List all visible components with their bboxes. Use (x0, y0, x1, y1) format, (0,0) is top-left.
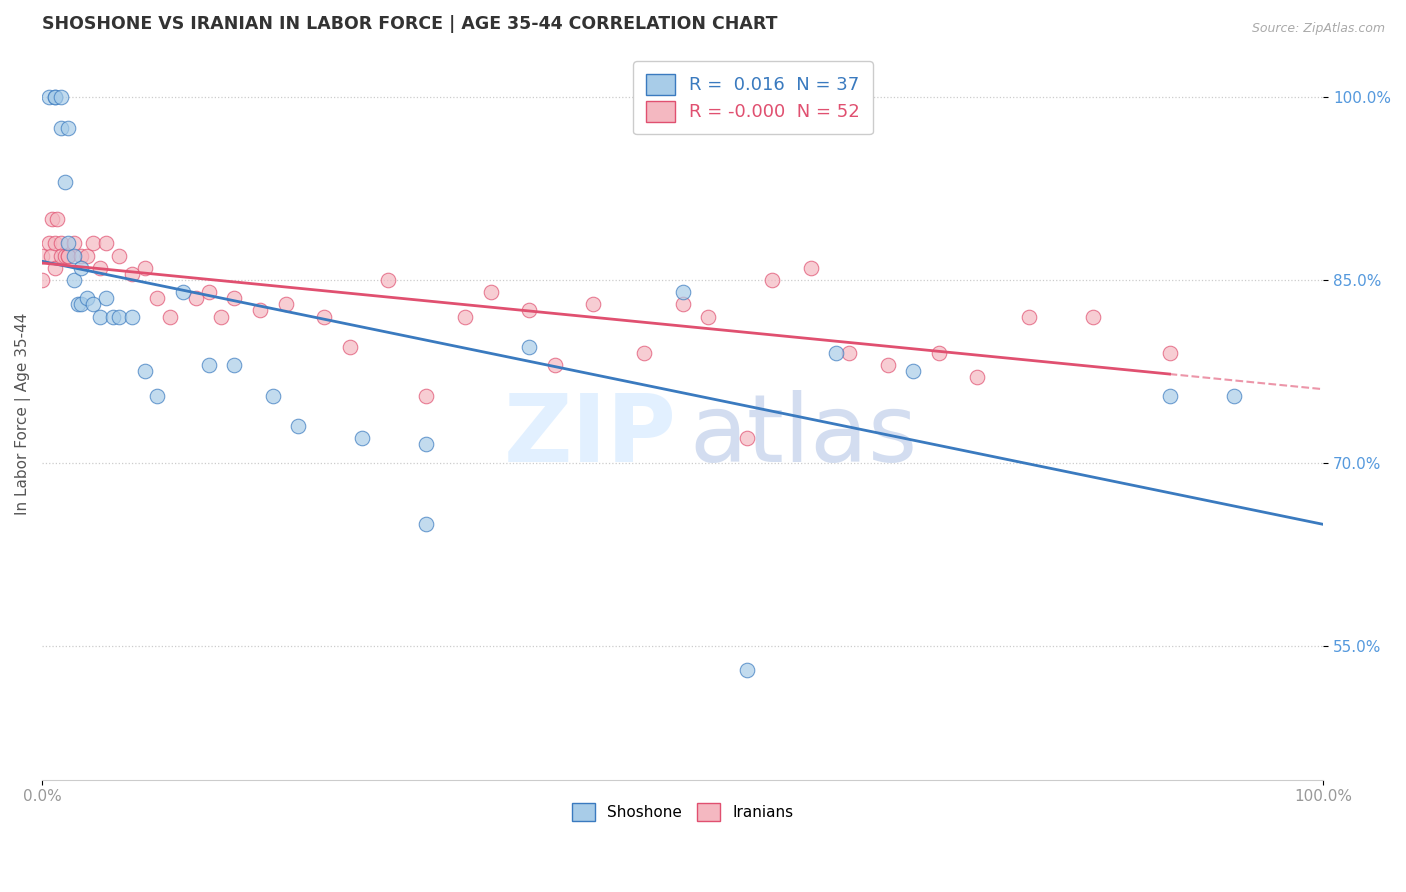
Point (134, 364, 156, 378)
Point (53, 176, 76, 190)
Point (415, 389, 437, 403)
Point (63, 273, 86, 287)
Point (69, 249, 91, 263)
Point (56, 120, 79, 135)
Point (56, 249, 79, 263)
Point (543, 359, 565, 373)
Point (211, 310, 233, 324)
Point (44, 260, 66, 275)
Point (312, 310, 335, 324)
Point (96, 291, 118, 305)
Point (51, 90, 73, 104)
Point (249, 303, 271, 318)
Point (146, 291, 169, 305)
Point (517, 303, 540, 318)
Point (51, 249, 73, 263)
Point (69, 260, 91, 275)
Point (82, 236, 104, 251)
Text: atlas: atlas (689, 390, 917, 482)
Point (262, 389, 284, 403)
Point (108, 249, 131, 263)
Point (415, 516, 437, 531)
Point (672, 285, 695, 300)
Point (479, 285, 502, 300)
Point (876, 359, 898, 373)
Point (966, 370, 988, 384)
Point (274, 297, 297, 311)
Point (339, 340, 361, 354)
Point (197, 285, 219, 300)
Point (415, 437, 437, 451)
Point (1081, 310, 1104, 324)
Point (172, 285, 194, 300)
Point (56, 249, 79, 263)
Point (89, 310, 111, 324)
Point (838, 346, 860, 360)
Point (800, 260, 823, 275)
Point (66, 297, 89, 311)
Point (51, 120, 73, 135)
Point (121, 310, 143, 324)
Point (159, 310, 181, 324)
Point (197, 359, 219, 373)
Point (53, 249, 76, 263)
Legend: Shoshone, Iranians: Shoshone, Iranians (565, 797, 800, 827)
Point (89, 260, 111, 275)
Point (63, 249, 86, 263)
Point (41, 212, 63, 227)
Point (121, 267, 143, 281)
Text: ZIP: ZIP (503, 390, 676, 482)
Point (735, 663, 758, 677)
Point (134, 260, 156, 275)
Point (582, 297, 605, 311)
Point (735, 431, 758, 445)
Point (44, 90, 66, 104)
Point (224, 291, 246, 305)
Point (38, 236, 60, 251)
Point (1018, 310, 1040, 324)
Y-axis label: In Labor Force | Age 35-44: In Labor Force | Age 35-44 (15, 313, 31, 516)
Point (1159, 346, 1181, 360)
Point (101, 310, 124, 324)
Point (108, 310, 131, 324)
Point (51, 236, 73, 251)
Point (224, 359, 246, 373)
Point (1222, 389, 1244, 403)
Point (377, 273, 399, 287)
Point (1159, 389, 1181, 403)
Point (633, 346, 655, 360)
Point (69, 297, 91, 311)
Point (82, 297, 104, 311)
Point (184, 291, 207, 305)
Point (928, 346, 950, 360)
Text: Source: ZipAtlas.com: Source: ZipAtlas.com (1251, 22, 1385, 36)
Point (903, 364, 925, 378)
Text: SHOSHONE VS IRANIAN IN LABOR FORCE | AGE 35-44 CORRELATION CHART: SHOSHONE VS IRANIAN IN LABOR FORCE | AGE… (42, 15, 778, 33)
Point (31, 273, 53, 287)
Point (352, 431, 374, 445)
Point (63, 236, 86, 251)
Point (761, 273, 783, 287)
Point (56, 236, 79, 251)
Point (672, 297, 695, 311)
Point (697, 310, 720, 324)
Point (46, 212, 69, 227)
Point (454, 310, 477, 324)
Point (38, 90, 60, 104)
Point (287, 419, 309, 434)
Point (39, 249, 62, 263)
Point (44, 236, 66, 251)
Point (76, 249, 98, 263)
Point (44, 90, 66, 104)
Point (76, 291, 98, 305)
Point (146, 389, 169, 403)
Point (96, 236, 118, 251)
Point (825, 346, 848, 360)
Point (517, 340, 540, 354)
Point (31, 249, 53, 263)
